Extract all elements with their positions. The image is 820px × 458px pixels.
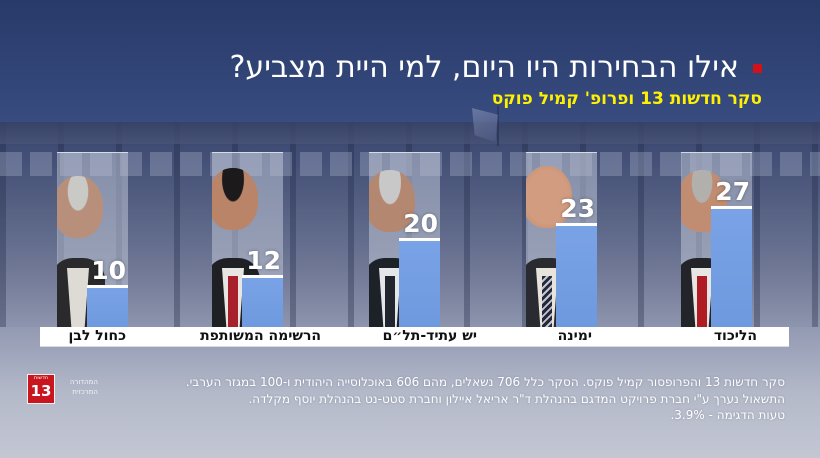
candidate-tie	[697, 276, 707, 328]
candidate-head	[369, 170, 415, 232]
party-label-joint-list: הרשימה המשותפת	[200, 328, 321, 344]
red-square-bullet-icon	[753, 63, 762, 73]
channel-13-logo: חדשות 13	[27, 374, 55, 404]
party-column-yesh-atid: 20	[369, 152, 440, 328]
party-column-likud: 27	[681, 152, 752, 328]
logo-caption-line2: המרכזית	[72, 388, 98, 396]
party-label-blue-white: כחול לבן	[68, 328, 126, 344]
party-column-blue-white: 10	[57, 152, 128, 328]
party-label-likud: הליכוד	[713, 328, 757, 344]
header: אילו הבחירות היו היום, למי היית מצביע? ס…	[229, 50, 762, 110]
candidate-tie	[385, 276, 395, 328]
bar-value: 10	[91, 256, 126, 285]
logo-caption: המהדורה המרכזית	[58, 377, 98, 397]
candidate-head	[212, 168, 258, 230]
title-text: אילו הבחירות היו היום, למי היית מצביע?	[229, 50, 740, 85]
footnote-line3: טעות הדגימה - 3.9%.	[670, 408, 785, 422]
background-roof	[0, 122, 820, 144]
bar	[399, 238, 440, 328]
page-title: אילו הבחירות היו היום, למי היית מצביע?	[229, 50, 762, 86]
subtitle: סקר חדשות 13 ופרופ' קמיל פוקס	[491, 89, 762, 109]
candidate-head	[57, 176, 103, 238]
bar	[556, 223, 597, 328]
logo-top-text: חדשות	[33, 375, 49, 381]
footnote-line2: התשאול נערך ע"י חברת פרויקט המדגם בהנהלת…	[248, 391, 785, 406]
survey-footnote: סקר חדשות 13 והפרופסור קמיל פוקס. הסקר כ…	[175, 374, 785, 424]
candidate-tie	[228, 276, 238, 328]
flag-pole	[497, 106, 499, 146]
logo-number: 13	[30, 382, 52, 400]
bar-value: 20	[403, 209, 438, 238]
bar-value: 23	[560, 194, 595, 223]
candidate-photo	[57, 176, 105, 328]
bar	[711, 206, 752, 328]
party-label-yesh-atid: יש עתיד-תל״ם	[382, 328, 477, 344]
bar-value: 12	[246, 246, 281, 275]
party-label-yamina: ימינה	[557, 328, 592, 344]
party-column-joint-list: 12	[212, 152, 283, 328]
candidate-head	[526, 166, 572, 228]
footnote-line1: סקר חדשות 13 והפרופסור קמיל פוקס. הסקר כ…	[185, 375, 785, 389]
bar	[87, 285, 128, 328]
candidate-shirt	[67, 268, 89, 328]
candidate-tie	[542, 276, 552, 328]
party-column-yamina: 23	[526, 152, 597, 328]
logo-caption-line1: המהדורה	[69, 378, 98, 386]
candidate-photo	[212, 168, 260, 328]
bar	[242, 275, 283, 328]
bar-value: 27	[715, 177, 750, 206]
party-labels-strip: כחול לבן הרשימה המשותפת יש עתיד-תל״ם ימי…	[40, 327, 789, 347]
